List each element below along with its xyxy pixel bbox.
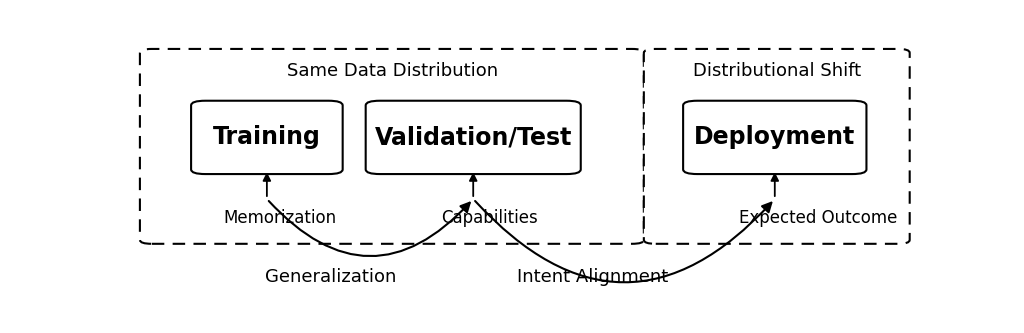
FancyBboxPatch shape [366, 101, 581, 174]
FancyBboxPatch shape [683, 101, 866, 174]
Text: Deployment: Deployment [694, 126, 855, 150]
Text: Expected Outcome: Expected Outcome [739, 209, 897, 227]
Text: Generalization: Generalization [264, 268, 396, 286]
Text: Intent Alignment: Intent Alignment [517, 268, 668, 286]
FancyBboxPatch shape [644, 49, 909, 244]
Text: Capabilities: Capabilities [441, 209, 539, 227]
Text: Distributional Shift: Distributional Shift [693, 62, 861, 80]
FancyBboxPatch shape [191, 101, 343, 174]
Text: Memorization: Memorization [223, 209, 336, 227]
Text: Validation/Test: Validation/Test [375, 126, 571, 150]
Text: Same Data Distribution: Same Data Distribution [287, 62, 498, 80]
Text: Training: Training [213, 126, 321, 150]
FancyBboxPatch shape [140, 49, 644, 244]
